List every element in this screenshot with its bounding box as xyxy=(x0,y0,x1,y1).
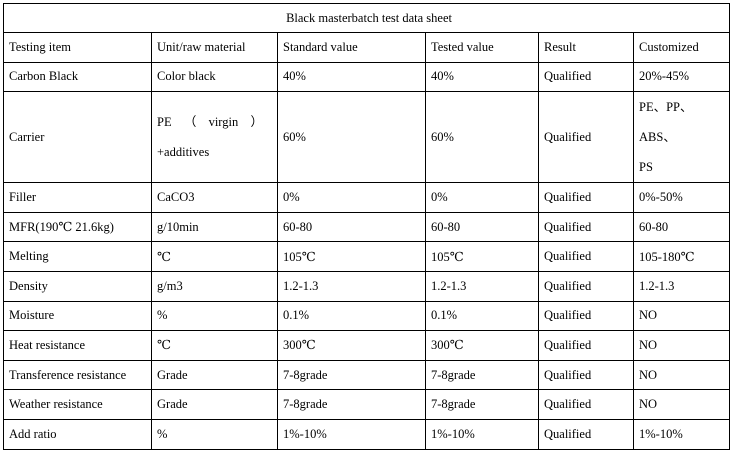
cell-standard-value: 1%-10% xyxy=(277,418,426,450)
cell-testing-item: Density xyxy=(3,270,152,302)
cell-customized: 20%-45% xyxy=(632,61,731,93)
cell-customized: NO xyxy=(632,330,731,361)
customized-line-2: PS xyxy=(639,160,653,175)
carrier-virgin: virgin xyxy=(208,115,239,130)
cell-tested-value: 7-8grade xyxy=(425,389,539,420)
cell-unit: % xyxy=(151,300,278,332)
cell-unit: PE （ virgin ） +additives xyxy=(151,91,278,184)
table-row: Filler CaCO3 0% 0% Qualified 0%-50% xyxy=(3,182,731,213)
carrier-open-paren: （ xyxy=(183,115,197,130)
cell-tested-value: 60-80 xyxy=(425,211,539,243)
cell-standard-value: 60% xyxy=(277,91,426,184)
cell-testing-item: Melting xyxy=(3,241,152,272)
header-tested-value: Tested value xyxy=(425,32,539,63)
table-row: Density g/m3 1.2-1.3 1.2-1.3 Qualified 1… xyxy=(3,270,731,302)
header-standard-value: Standard value xyxy=(277,32,426,63)
table-row: MFR(190℃ 21.6kg) g/10min 60-80 60-80 Qua… xyxy=(3,211,731,243)
header-result: Result xyxy=(538,32,634,63)
cell-standard-value: 1.2-1.3 xyxy=(277,270,426,302)
header-customized: Customized xyxy=(632,32,731,63)
cell-tested-value: 0.1% xyxy=(425,300,539,332)
cell-unit: ℃ xyxy=(151,241,278,272)
cell-result: Qualified xyxy=(538,418,634,450)
cell-result: Qualified xyxy=(538,91,634,184)
cell-testing-item: Add ratio xyxy=(3,418,152,450)
carrier-line-1: PE （ virgin ） xyxy=(157,107,263,137)
cell-tested-value: 105℃ xyxy=(425,241,539,272)
cell-tested-value: 0% xyxy=(425,182,539,213)
header-unit: Unit/raw material xyxy=(151,32,278,63)
cell-result: Qualified xyxy=(538,241,634,272)
cell-standard-value: 40% xyxy=(277,61,426,93)
cell-tested-value: 1.2-1.3 xyxy=(425,270,539,302)
carrier-pe: PE xyxy=(157,115,172,130)
carrier-close-paren: ） xyxy=(250,115,263,130)
title-row: Black masterbatch test data sheet xyxy=(2,3,731,33)
cell-standard-value: 60-80 xyxy=(277,211,426,243)
cell-result: Qualified xyxy=(538,61,634,93)
cell-result: Qualified xyxy=(538,270,634,302)
table-row: Transference resistance Grade 7-8grade 7… xyxy=(3,359,731,391)
cell-unit: ℃ xyxy=(151,330,278,361)
cell-result: Qualified xyxy=(538,330,634,361)
cell-tested-value: 300℃ xyxy=(425,330,539,361)
cell-testing-item: Heat resistance xyxy=(3,330,152,361)
cell-tested-value: 40% xyxy=(425,61,539,93)
cell-testing-item: Filler xyxy=(3,182,152,213)
cell-unit: g/m3 xyxy=(151,270,278,302)
cell-testing-item: Transference resistance xyxy=(3,359,152,391)
cell-unit: Color black xyxy=(151,61,278,93)
cell-testing-item: Moisture xyxy=(3,300,152,332)
cell-standard-value: 0.1% xyxy=(277,300,426,332)
cell-standard-value: 300℃ xyxy=(277,330,426,361)
table-row: Heat resistance ℃ 300℃ 300℃ Qualified NO xyxy=(3,330,731,361)
cell-unit: Grade xyxy=(151,389,278,420)
cell-result: Qualified xyxy=(538,300,634,332)
cell-unit: g/10min xyxy=(151,211,278,243)
table-row: Carbon Black Color black 40% 40% Qualifi… xyxy=(3,61,731,93)
cell-customized: NO xyxy=(632,359,731,391)
cell-testing-item: Weather resistance xyxy=(3,389,152,420)
cell-tested-value: 7-8grade xyxy=(425,359,539,391)
header-row: Testing item Unit/raw material Standard … xyxy=(3,32,731,63)
cell-tested-value: 1%-10% xyxy=(425,418,539,450)
cell-standard-value: 7-8grade xyxy=(277,389,426,420)
cell-standard-value: 105℃ xyxy=(277,241,426,272)
table-row: Moisture % 0.1% 0.1% Qualified NO xyxy=(3,300,731,332)
cell-unit: Grade xyxy=(151,359,278,391)
cell-customized: 105-180℃ xyxy=(632,241,731,272)
table-row: Melting ℃ 105℃ 105℃ Qualified 105-180℃ xyxy=(3,241,731,272)
cell-result: Qualified xyxy=(538,182,634,213)
table-row: Carrier PE （ virgin ） +additives 60% 60%… xyxy=(3,91,731,184)
carrier-additives: +additives xyxy=(157,145,210,160)
cell-standard-value: 7-8grade xyxy=(277,359,426,391)
cell-tested-value: 60% xyxy=(425,91,539,184)
header-testing-item: Testing item xyxy=(3,32,152,63)
cell-result: Qualified xyxy=(538,389,634,420)
table-row: Weather resistance Grade 7-8grade 7-8gra… xyxy=(3,389,731,420)
cell-testing-item: MFR(190℃ 21.6kg) xyxy=(3,211,152,243)
cell-customized: 1.2-1.3 xyxy=(632,270,731,302)
customized-line-1: PE、PP、ABS、 xyxy=(639,100,693,145)
table-row: Add ratio % 1%-10% 1%-10% Qualified 1%-1… xyxy=(3,418,731,450)
table-title: Black masterbatch test data sheet xyxy=(2,3,731,33)
cell-customized: 1%-10% xyxy=(632,418,731,450)
cell-customized: 60-80 xyxy=(632,211,731,243)
cell-result: Qualified xyxy=(538,211,634,243)
cell-customized: 0%-50% xyxy=(632,182,731,213)
cell-unit: % xyxy=(151,418,278,450)
cell-customized: NO xyxy=(632,389,731,420)
test-data-table: Black masterbatch test data sheet Testin… xyxy=(2,3,731,450)
cell-unit: CaCO3 xyxy=(151,182,278,213)
cell-testing-item: Carbon Black xyxy=(3,61,152,93)
cell-standard-value: 0% xyxy=(277,182,426,213)
cell-customized: NO xyxy=(632,300,731,332)
cell-customized: PE、PP、ABS、 PS xyxy=(632,91,731,184)
cell-testing-item: Carrier xyxy=(3,91,152,184)
cell-result: Qualified xyxy=(538,359,634,391)
